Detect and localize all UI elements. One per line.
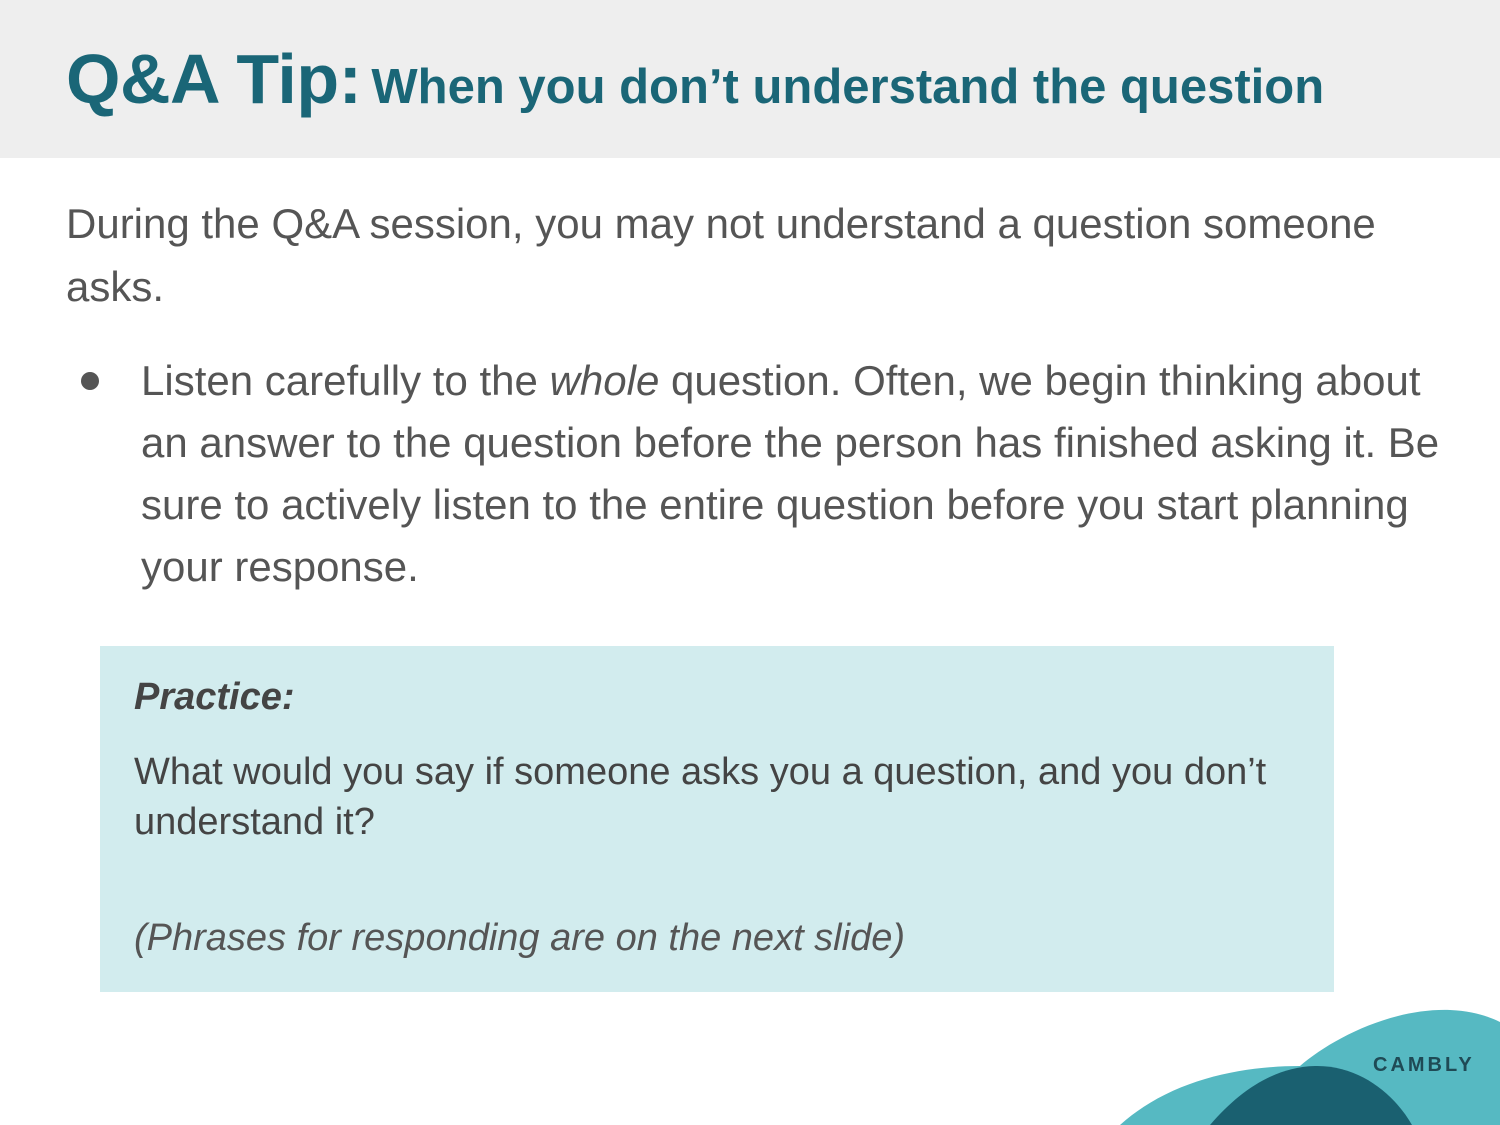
practice-note: (Phrases for responding are on the next … <box>134 917 905 959</box>
intro-paragraph: During the Q&A session, you may not unde… <box>66 200 1376 310</box>
bullet-list: Listen carefully to the whole question. … <box>66 350 1466 598</box>
header-band <box>0 0 1500 158</box>
practice-box: Practice: What would you say if someone … <box>100 646 1334 992</box>
bullet-item: Listen carefully to the whole question. … <box>66 350 1466 598</box>
bullet-dot-icon <box>81 372 99 390</box>
wave-dark-shape <box>1210 1065 1412 1125</box>
bullet-text-before: Listen carefully to the <box>141 357 550 404</box>
title-main: Q&A Tip: <box>66 40 362 118</box>
practice-question: What would you say if someone asks you a… <box>134 751 1267 843</box>
slide-title: Q&A Tip: When you don’t understand the qu… <box>66 44 1324 114</box>
wave-decoration <box>1120 1009 1500 1125</box>
bullet-text-after: question. Often, we begin thinking about… <box>141 357 1440 590</box>
bullet-emphasis: whole <box>549 357 660 404</box>
practice-heading: Practice: <box>134 676 295 718</box>
brand-logo: CAMBLY <box>1373 1054 1475 1076</box>
title-subtitle: When you don’t understand the question <box>371 60 1325 114</box>
